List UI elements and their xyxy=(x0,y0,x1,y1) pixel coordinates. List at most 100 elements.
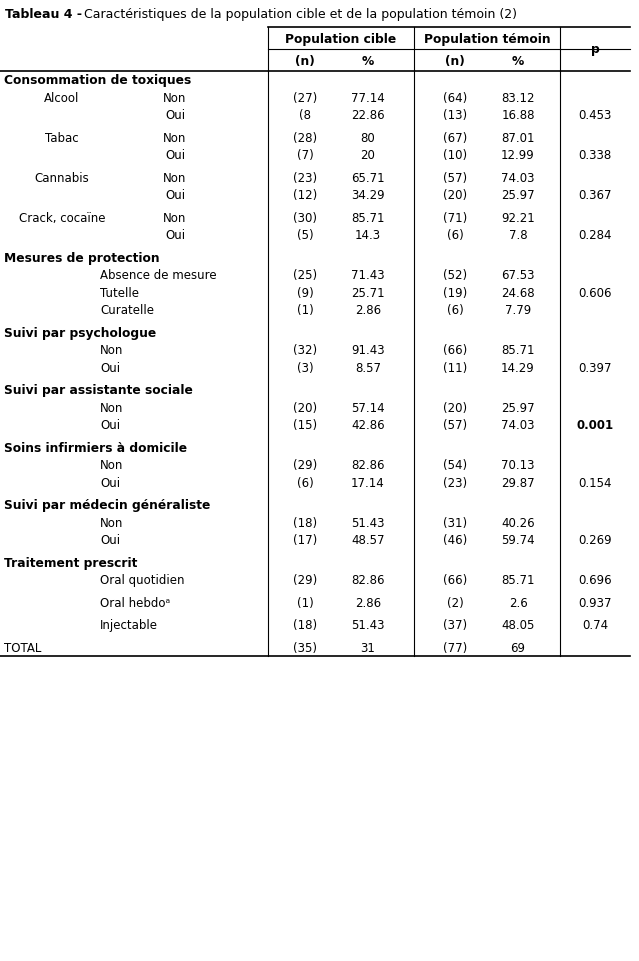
Text: Suivi par médecin généraliste: Suivi par médecin généraliste xyxy=(4,499,210,511)
Text: (7): (7) xyxy=(296,149,313,162)
Text: 74.03: 74.03 xyxy=(501,172,535,185)
Text: Absence de mesure: Absence de mesure xyxy=(100,269,217,282)
Text: Consommation de toxiques: Consommation de toxiques xyxy=(4,74,191,87)
Text: (20): (20) xyxy=(443,189,467,202)
Text: Non: Non xyxy=(164,132,187,144)
Text: Injectable: Injectable xyxy=(100,619,158,631)
Text: Oral hebdoᵃ: Oral hebdoᵃ xyxy=(100,596,170,609)
Text: TOTAL: TOTAL xyxy=(4,641,42,654)
Text: Oui: Oui xyxy=(165,229,185,242)
Text: Oui: Oui xyxy=(165,110,185,122)
Text: Oui: Oui xyxy=(100,419,120,431)
Text: Cannabis: Cannabis xyxy=(35,172,89,185)
Text: (35): (35) xyxy=(293,641,317,654)
Text: 0.453: 0.453 xyxy=(578,110,612,122)
Text: 0.367: 0.367 xyxy=(578,189,612,202)
Text: 29.87: 29.87 xyxy=(501,477,535,489)
Text: (31): (31) xyxy=(443,516,467,530)
Text: 42.86: 42.86 xyxy=(351,419,385,431)
Text: 0.284: 0.284 xyxy=(578,229,612,242)
Text: (28): (28) xyxy=(293,132,317,144)
Text: 85.71: 85.71 xyxy=(501,574,535,586)
Text: (54): (54) xyxy=(443,458,467,472)
Text: (20): (20) xyxy=(293,402,317,414)
Text: 51.43: 51.43 xyxy=(351,516,385,530)
Text: Tutelle: Tutelle xyxy=(100,286,139,300)
Text: 74.03: 74.03 xyxy=(501,419,535,431)
Text: (6): (6) xyxy=(296,477,313,489)
Text: (n): (n) xyxy=(445,55,465,67)
Text: Tabac: Tabac xyxy=(45,132,79,144)
Text: 0.696: 0.696 xyxy=(578,574,612,586)
Text: (15): (15) xyxy=(293,419,317,431)
Text: Non: Non xyxy=(100,344,123,357)
Text: (11): (11) xyxy=(443,361,467,375)
Text: 34.29: 34.29 xyxy=(351,189,385,202)
Text: Non: Non xyxy=(100,458,123,472)
Text: Population cible: Population cible xyxy=(286,33,397,45)
Text: 0.606: 0.606 xyxy=(578,286,612,300)
Text: Oui: Oui xyxy=(100,477,120,489)
Text: (9): (9) xyxy=(296,286,313,300)
Text: Alcool: Alcool xyxy=(44,91,80,105)
Text: (29): (29) xyxy=(293,458,317,472)
Text: 20: 20 xyxy=(360,149,376,162)
Text: (13): (13) xyxy=(443,110,467,122)
Text: 25.71: 25.71 xyxy=(351,286,385,300)
Text: (1): (1) xyxy=(296,596,313,609)
Text: (77): (77) xyxy=(443,641,467,654)
Text: %: % xyxy=(362,55,374,67)
Text: 24.68: 24.68 xyxy=(501,286,535,300)
Text: Curatelle: Curatelle xyxy=(100,304,154,317)
Text: (5): (5) xyxy=(296,229,313,242)
Text: (3): (3) xyxy=(296,361,313,375)
Text: (29): (29) xyxy=(293,574,317,586)
Text: 57.14: 57.14 xyxy=(351,402,385,414)
Text: (66): (66) xyxy=(443,574,467,586)
Text: Oral quotidien: Oral quotidien xyxy=(100,574,185,586)
Text: 2.86: 2.86 xyxy=(355,596,381,609)
Text: p: p xyxy=(590,42,599,56)
Text: 16.88: 16.88 xyxy=(501,110,535,122)
Text: 2.6: 2.6 xyxy=(509,596,527,609)
Text: (27): (27) xyxy=(293,91,317,105)
Text: (1): (1) xyxy=(296,304,313,317)
Text: Oui: Oui xyxy=(165,189,185,202)
Text: (57): (57) xyxy=(443,172,467,185)
Text: Oui: Oui xyxy=(165,149,185,162)
Text: Non: Non xyxy=(164,172,187,185)
Text: (2): (2) xyxy=(447,596,463,609)
Text: Oui: Oui xyxy=(100,361,120,375)
Text: (37): (37) xyxy=(443,619,467,631)
Text: (25): (25) xyxy=(293,269,317,282)
Text: (12): (12) xyxy=(293,189,317,202)
Text: 87.01: 87.01 xyxy=(501,132,535,144)
Text: (23): (23) xyxy=(293,172,317,185)
Text: 12.99: 12.99 xyxy=(501,149,535,162)
Text: Caractéristiques de la population cible et de la population témoin (2): Caractéristiques de la population cible … xyxy=(72,8,517,20)
Text: 85.71: 85.71 xyxy=(351,211,385,225)
Text: Soins infirmiers à domicile: Soins infirmiers à domicile xyxy=(4,441,187,455)
Text: 0.154: 0.154 xyxy=(578,477,612,489)
Text: 0.001: 0.001 xyxy=(576,419,613,431)
Text: 82.86: 82.86 xyxy=(351,574,385,586)
Text: (46): (46) xyxy=(443,533,467,547)
Text: 69: 69 xyxy=(511,641,525,654)
Text: (30): (30) xyxy=(293,211,317,225)
Text: Non: Non xyxy=(164,211,187,225)
Text: 7.8: 7.8 xyxy=(509,229,527,242)
Text: (18): (18) xyxy=(293,619,317,631)
Text: (52): (52) xyxy=(443,269,467,282)
Text: 59.74: 59.74 xyxy=(501,533,535,547)
Text: 0.937: 0.937 xyxy=(578,596,612,609)
Text: 71.43: 71.43 xyxy=(351,269,385,282)
Text: 14.3: 14.3 xyxy=(355,229,381,242)
Text: 48.05: 48.05 xyxy=(502,619,535,631)
Text: (20): (20) xyxy=(443,402,467,414)
Text: (71): (71) xyxy=(443,211,467,225)
Text: 14.29: 14.29 xyxy=(501,361,535,375)
Text: Population témoin: Population témoin xyxy=(424,33,550,45)
Text: 25.97: 25.97 xyxy=(501,402,535,414)
Text: Non: Non xyxy=(100,402,123,414)
Text: 83.12: 83.12 xyxy=(501,91,535,105)
